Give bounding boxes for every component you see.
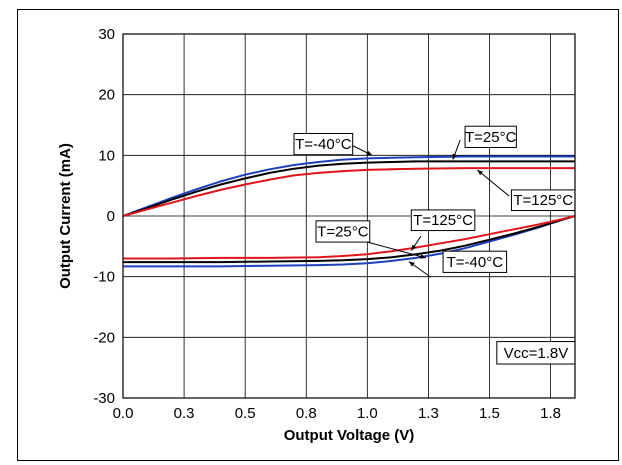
y-tick-label: 0: [107, 208, 115, 225]
annotation-box: [293, 132, 354, 156]
annotation-label-6: Vcc=1.8V: [504, 345, 569, 362]
annotation-label-4: T=25°C: [317, 223, 369, 240]
x-axis-ticks: 0.0 0.3 0.5 0.8 1.0 1.3 1.5 1.8: [113, 405, 561, 422]
y-tick-label: 10: [98, 147, 115, 164]
x-tick-label: 0.8: [296, 405, 317, 422]
x-axis-title: Output Voltage (V): [284, 427, 415, 444]
series-line-5: [123, 215, 576, 260]
series-line-4: [123, 215, 576, 264]
annotation-arrowhead: [366, 150, 373, 156]
annotation-arrowhead: [420, 254, 426, 259]
annotation-arrowhead: [411, 244, 417, 251]
annotation-box: [442, 250, 508, 273]
annotation-label-3: T=125°C: [413, 212, 473, 229]
x-tick-label: 1.0: [357, 405, 378, 422]
y-tick-label: 20: [98, 87, 115, 104]
plot-area-border: [122, 33, 576, 399]
annotation-arrowhead: [477, 169, 484, 176]
annotation-box: [410, 209, 476, 232]
annotation-leader-line: [367, 241, 427, 259]
x-tick-label: 1.5: [479, 405, 500, 422]
y-axis-ticks: -30 -20 -10 0 10 20 30: [93, 26, 115, 407]
series-line-2: [122, 167, 575, 217]
annotation-label-2: T=125°C: [513, 192, 573, 209]
series-line-1: [122, 160, 575, 217]
y-tick-label: -30: [93, 390, 115, 407]
y-axis-title: Output Current (mA): [57, 143, 74, 289]
x-tick-label: 0.5: [235, 405, 256, 422]
output-current-chart: T=-40°C T=25°C T=125°C T=125°C T=25°C T=-40°C…: [57, 26, 576, 444]
annotation-label-0: T=-40°C: [295, 136, 352, 153]
y-tick-label: 30: [98, 26, 115, 43]
x-tick-label: 0.3: [174, 405, 195, 422]
annotation-arrowhead: [452, 153, 457, 160]
annotation-box: [315, 220, 371, 243]
y-tick-label: -10: [93, 269, 115, 286]
chart-frame: T=-40°C T=25°C T=125°C T=125°C T=25°C T=-40°C…: [17, 9, 619, 461]
series-line-0: [122, 155, 575, 217]
annotation-label-1: T=25°C: [465, 129, 517, 146]
y-tick-label: -20: [93, 329, 115, 346]
annotation-box: [464, 125, 517, 148]
annotations: T=-40°C T=25°C T=125°C T=125°C T=25°C T=-40°C…: [293, 125, 576, 365]
x-tick-label: 1.3: [418, 405, 439, 422]
annotation-leader-line: [476, 169, 510, 197]
series-lines: [122, 155, 576, 268]
annotation-label-5: T=-40°C: [447, 254, 504, 271]
x-tick-label: 0.0: [113, 405, 134, 422]
x-tick-label: 1.8: [540, 405, 561, 422]
annotation-arrowhead: [408, 261, 415, 267]
